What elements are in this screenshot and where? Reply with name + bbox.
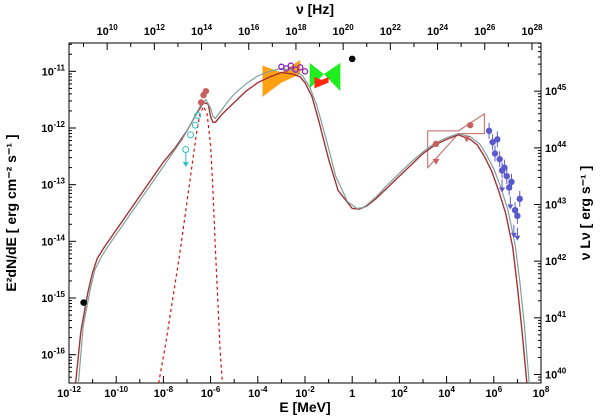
blue-point — [489, 138, 496, 146]
top-tick-label: 1016 — [238, 23, 260, 38]
blue-point — [511, 206, 519, 214]
red-point — [197, 99, 205, 106]
purple-point — [287, 62, 295, 69]
bottom-tick-label: 10-8 — [154, 385, 174, 400]
cyan-open-point — [191, 121, 199, 129]
red-point — [432, 140, 440, 148]
orange-band — [262, 60, 301, 97]
cyan-open-point — [194, 112, 202, 120]
right-tick-label: 1041 — [545, 310, 567, 325]
left-tick-label: 10-14 — [41, 233, 65, 248]
red-upper-limit — [463, 136, 471, 143]
bottom-tick-label: 104 — [438, 385, 455, 400]
blue-upper-limit-arrow — [510, 232, 517, 238]
blue-point — [496, 155, 503, 163]
bottom-axis: 10-12 10-10 10-8 10-6 10-4 10-2 1 102 104 106 108 — [57, 376, 550, 400]
top-tick-label: 1026 — [474, 23, 496, 38]
right-axis: 1045 1044 1043 1042 1041 1040 — [534, 42, 567, 382]
blue-upper-limit-arrow — [499, 187, 506, 193]
top-tick-label: 1024 — [427, 23, 449, 38]
top-axis-label: ν [Hz] — [296, 1, 334, 17]
bottom-tick-label: 1 — [349, 388, 355, 400]
blue-point — [503, 172, 510, 180]
model-light-curve — [77, 67, 530, 384]
blue-point — [508, 178, 515, 186]
red-upper-limit — [432, 158, 440, 165]
left-axis: 10-11 10-12 10-13 10-14 10-15 10-16 — [41, 43, 76, 378]
model-dark-curve — [74, 71, 528, 384]
left-tick-label: 10-13 — [41, 177, 65, 192]
top-tick-label: 1012 — [144, 23, 166, 38]
top-tick-label: 1018 — [285, 23, 307, 38]
bottom-tick-label: 10-2 — [295, 385, 315, 400]
plot-frame — [68, 42, 542, 384]
bottom-tick-label: 10-10 — [104, 385, 128, 400]
right-tick-label: 1045 — [545, 83, 567, 98]
top-tick-label: 1010 — [97, 23, 119, 38]
blue-upper-limit-arrow — [514, 235, 521, 241]
top-tick-label: 1014 — [191, 23, 213, 38]
bottom-tick-label: 106 — [485, 385, 502, 400]
red-band — [314, 77, 329, 89]
top-tick-label: 1028 — [521, 23, 543, 38]
black-point — [348, 55, 356, 63]
bottom-tick-label: 10-4 — [248, 385, 268, 400]
bottom-tick-label: 10-12 — [57, 385, 81, 400]
red-point — [467, 121, 474, 129]
blue-point — [485, 127, 493, 135]
gamma-butterfly — [427, 112, 485, 169]
blue-point — [516, 195, 523, 203]
data-points — [80, 55, 523, 306]
bottom-tick-label: 102 — [391, 385, 408, 400]
cyan-upper-limit-arrow — [182, 162, 189, 167]
model-curves — [74, 67, 530, 384]
purple-point — [301, 68, 309, 75]
flux-bands — [262, 60, 485, 169]
top-tick-label: 1020 — [333, 23, 355, 38]
left-tick-label: 10-12 — [41, 120, 65, 135]
left-tick-label: 10-11 — [42, 63, 66, 78]
blue-upper-limit-arrow — [507, 204, 514, 210]
right-tick-label: 1043 — [545, 197, 567, 212]
right-tick-label: 1042 — [545, 253, 567, 268]
black-point — [80, 299, 87, 306]
cyan-open-point — [182, 146, 190, 154]
left-tick-label: 10-15 — [41, 290, 65, 305]
top-axis: 1010 1012 1014 1016 1018 1020 1022 1024 1026 1028 — [83, 23, 543, 50]
blue-point — [491, 150, 499, 157]
red-point — [202, 87, 210, 95]
blue-point — [514, 212, 521, 220]
blue-point — [505, 184, 513, 191]
left-tick-label: 10-16 — [41, 347, 65, 362]
purple-point — [282, 65, 290, 72]
x-axis-label: E [MeV] — [279, 399, 330, 415]
green-band — [309, 62, 341, 92]
purple-point — [297, 64, 304, 71]
y-axis-label: E²dN/dE [ erg cm⁻² s⁻¹ ] — [3, 134, 19, 291]
dashed-curve — [158, 105, 223, 384]
cyan-open-point — [187, 131, 195, 139]
top-tick-label: 1022 — [380, 23, 402, 38]
blue-point — [501, 164, 508, 171]
bottom-tick-label: 108 — [533, 385, 550, 400]
right-tick-label: 1040 — [545, 367, 567, 382]
blue-point — [494, 136, 501, 143]
right-tick-label: 1044 — [545, 140, 567, 155]
right-axis-label: ν Lν [ erg s⁻¹ ] — [577, 166, 593, 261]
bottom-tick-label: 10-6 — [201, 385, 221, 400]
